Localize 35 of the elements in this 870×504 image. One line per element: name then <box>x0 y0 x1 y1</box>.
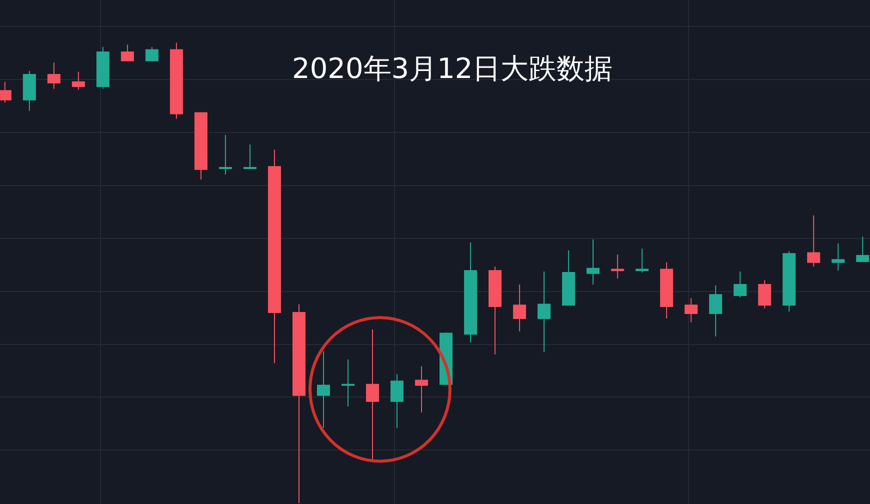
candlestick <box>807 214 820 267</box>
candlestick <box>170 42 183 120</box>
candlestick <box>611 254 624 279</box>
candlestick <box>782 250 796 312</box>
candlestick <box>734 271 747 298</box>
candlestick <box>145 46 158 62</box>
candlestick <box>72 71 85 90</box>
chart-title: 2020年3月12日大跌数据 <box>292 52 613 85</box>
candlestick <box>709 284 722 337</box>
candlestick <box>292 304 306 504</box>
candlestick <box>194 112 208 180</box>
candlestick <box>513 284 526 332</box>
candlestick <box>684 298 698 323</box>
candlestick <box>218 134 232 175</box>
candlestick <box>342 358 354 407</box>
candlestick <box>22 70 36 112</box>
candlestick <box>832 242 845 272</box>
candlestick <box>268 149 281 364</box>
candlestick <box>660 262 674 320</box>
candlestick <box>538 271 551 353</box>
candlestick <box>243 144 256 169</box>
candlestick <box>464 242 478 343</box>
candlestick <box>488 266 502 355</box>
candlestick <box>366 329 380 462</box>
candlestick <box>856 236 870 262</box>
candlestick <box>758 280 772 309</box>
candlestick <box>96 46 110 90</box>
candlestick <box>47 62 60 90</box>
candlestick <box>415 366 428 413</box>
candlestick <box>120 44 134 62</box>
candlestick <box>390 374 404 429</box>
candlestick <box>636 248 649 273</box>
candlestick <box>586 238 600 285</box>
candlestick <box>316 350 330 429</box>
candlestick <box>562 250 576 306</box>
